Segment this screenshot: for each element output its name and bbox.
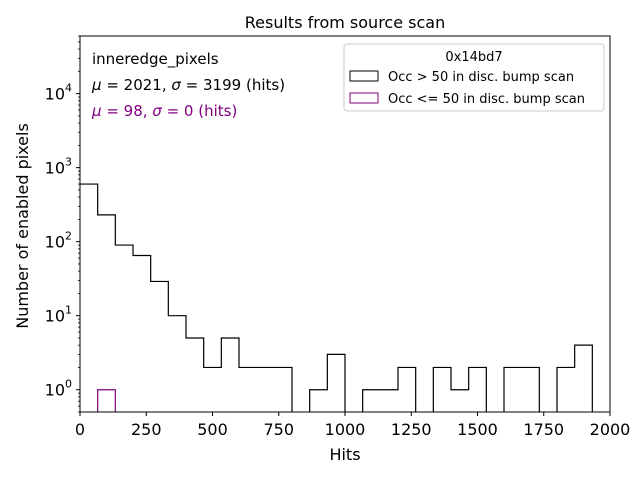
x-tick-label-6: 1500 bbox=[457, 420, 498, 439]
series-2-step-0 bbox=[97, 389, 116, 412]
y-tick-label-0: 100 bbox=[45, 378, 72, 400]
legend: 0x14bd7 Occ > 50 in disc. bump scan Occ … bbox=[343, 43, 605, 112]
stats-2-sigma: 0 bbox=[184, 102, 194, 120]
annotation-stats-series-1: μ = 2021, σ = 3199 (hits) bbox=[91, 76, 285, 94]
tick-layer: 0 250 500 750 1000 1250 1500 1750 2000 100 101 102 1… bbox=[45, 35, 631, 439]
series-1-step-2 bbox=[362, 366, 417, 412]
x-tick-label-5: 1250 bbox=[391, 420, 432, 439]
series-1-step-5 bbox=[556, 344, 593, 412]
x-tick-label-7: 1750 bbox=[523, 420, 564, 439]
stats-2-mu: 98 bbox=[124, 102, 143, 120]
y-tick-label-1: 101 bbox=[45, 304, 72, 326]
x-tick-label-0: 0 bbox=[75, 420, 85, 439]
x-axis-label: Hits bbox=[329, 445, 360, 464]
legend-title: 0x14bd7 bbox=[445, 50, 502, 65]
legend-swatch-series-1 bbox=[349, 70, 379, 82]
y-tick-label-2: 102 bbox=[45, 230, 72, 252]
y-axis-label: Number of enabled pixels bbox=[13, 123, 32, 329]
series-1-step-4 bbox=[503, 366, 540, 412]
chart-title: Results from source scan bbox=[245, 13, 445, 32]
annotation-stats-series-2: μ = 98, σ = 0 (hits) bbox=[91, 102, 237, 120]
stats-1-mu: 2021 bbox=[124, 76, 162, 94]
series-1-step-0 bbox=[80, 183, 293, 412]
series-1-step-1 bbox=[309, 353, 346, 412]
series-layer bbox=[80, 183, 593, 412]
x-tick-label-4: 1000 bbox=[325, 420, 366, 439]
x-tick-label-8: 2000 bbox=[590, 420, 631, 439]
legend-label-series-2: Occ <= 50 in disc. bump scan bbox=[388, 92, 585, 107]
legend-label-series-1: Occ > 50 in disc. bump scan bbox=[388, 70, 574, 85]
x-tick-label-2: 500 bbox=[197, 420, 228, 439]
legend-swatch-series-2 bbox=[349, 92, 379, 104]
stats-1-sigma: 3199 bbox=[203, 76, 241, 94]
y-tick-label-3: 103 bbox=[45, 156, 72, 178]
x-tick-label-3: 750 bbox=[263, 420, 294, 439]
stats-1-unit: (hits) bbox=[246, 76, 285, 94]
annotation-name: inneredge_pixels bbox=[92, 50, 219, 69]
series-1-step-3 bbox=[432, 366, 487, 412]
stats-2-unit: (hits) bbox=[198, 102, 237, 120]
legend-box bbox=[343, 43, 605, 112]
x-tick-label-1: 250 bbox=[131, 420, 162, 439]
y-tick-label-4: 104 bbox=[45, 82, 72, 104]
plot-frame bbox=[79, 35, 611, 413]
